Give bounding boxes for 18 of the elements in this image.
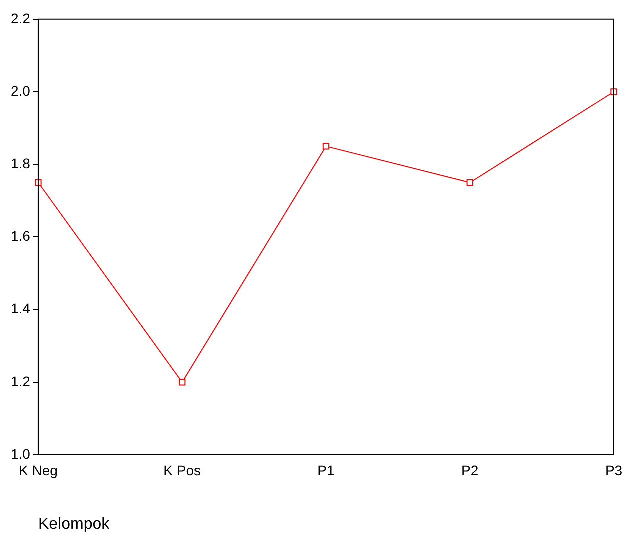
y-tick-label: 1.2 [10, 373, 31, 390]
y-tick-label: 2.0 [10, 82, 31, 99]
y-tick-label: 2.2 [10, 10, 31, 26]
x-axis-title: Kelompok [38, 516, 111, 533]
x-tick-label: K Pos [164, 462, 202, 478]
x-tick-label: P1 [318, 462, 336, 478]
x-tick-label: K Neg [19, 462, 58, 478]
point [35, 179, 42, 186]
point [610, 88, 618, 96]
y-tick-label: 1.4 [10, 300, 31, 317]
point [322, 143, 330, 150]
x-tick-label: P3 [605, 462, 623, 478]
y-tick-label: 1.0 [10, 446, 31, 462]
point [466, 179, 474, 186]
y-tick-label: 1.6 [10, 228, 31, 244]
y-tick-label: 1.8 [10, 155, 31, 172]
x-tick-label: P2 [462, 462, 479, 478]
point [179, 379, 186, 386]
